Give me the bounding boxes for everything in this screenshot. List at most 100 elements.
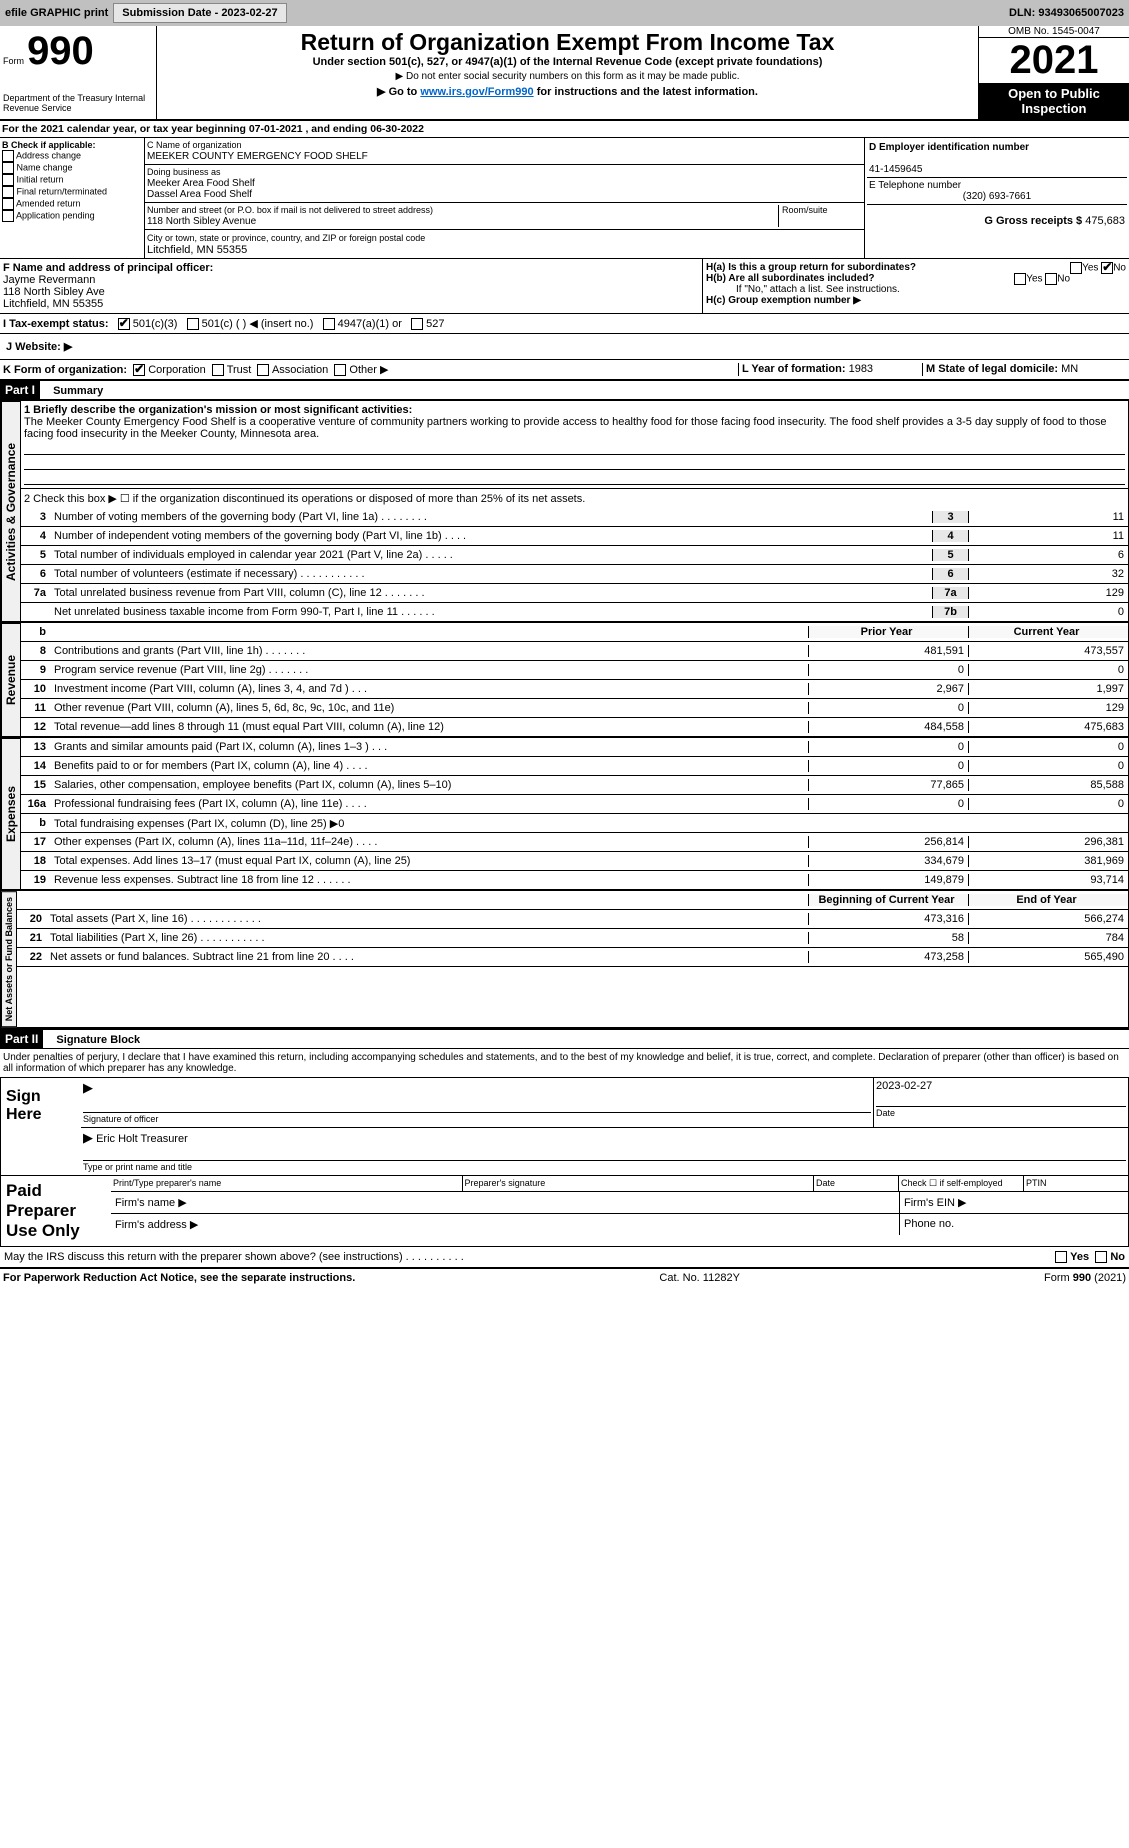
org-name: MEEKER COUNTY EMERGENCY FOOD SHELF — [147, 151, 368, 162]
chk-name[interactable]: Name change — [2, 162, 142, 174]
officer-addr2: Litchfield, MN 55355 — [3, 298, 103, 310]
name-title-label: Type or print name and title — [83, 1162, 192, 1172]
ecy-hdr: End of Year — [968, 894, 1128, 906]
ptin-label: PTIN — [1024, 1176, 1128, 1191]
line-num: 14 — [21, 760, 50, 772]
curr-val: 381,969 — [968, 855, 1128, 867]
form-subtitle: Under section 501(c), 527, or 4947(a)(1)… — [160, 56, 975, 68]
discuss-label: May the IRS discuss this return with the… — [4, 1251, 464, 1263]
line-num: 18 — [21, 855, 50, 867]
line-num: 21 — [17, 932, 46, 944]
line-key: 6 — [932, 568, 968, 580]
efile-header: efile GRAPHIC print Submission Date - 20… — [0, 0, 1129, 26]
line-num: 5 — [21, 549, 50, 561]
line-num: 6 — [21, 568, 50, 580]
part2-label: Signature Block — [56, 1034, 140, 1046]
pp-self-emp: Check ☐ if self-employed — [899, 1176, 1024, 1191]
line-desc: Number of voting members of the governin… — [50, 511, 932, 523]
ein: 41-1459645 — [869, 164, 922, 175]
chk-amended[interactable]: Amended return — [2, 198, 142, 210]
i-label: I Tax-exempt status: — [3, 318, 109, 330]
line-num: 8 — [21, 645, 50, 657]
dba1: Meeker Area Food Shelf — [147, 178, 255, 189]
chk-initial[interactable]: Initial return — [2, 174, 142, 186]
line-desc: Number of independent voting members of … — [50, 530, 932, 542]
hb-label: H(b) Are all subordinates included? — [706, 273, 875, 284]
open-to-public: Open to Public Inspection — [979, 83, 1129, 119]
line-desc: Contributions and grants (Part VIII, lin… — [50, 645, 808, 657]
hc-label: H(c) Group exemption number ▶ — [706, 295, 861, 306]
line-desc: Total assets (Part X, line 16) . . . . .… — [46, 913, 808, 925]
date-label: Date — [876, 1108, 895, 1118]
chk-527[interactable] — [411, 318, 423, 330]
dba-label: Doing business as — [147, 167, 221, 177]
sig-arrow2-icon: ▶ — [83, 1130, 93, 1145]
line-desc: Salaries, other compensation, employee b… — [50, 779, 808, 791]
line-num: 22 — [17, 951, 46, 963]
curr-val: 0 — [968, 798, 1128, 810]
q2: 2 Check this box ▶ ☐ if the organization… — [24, 493, 585, 505]
officer-name: Jayme Revermann — [3, 274, 95, 286]
line-num: 20 — [17, 913, 46, 925]
side-governance: Activities & Governance — [1, 401, 21, 622]
firm-name: Firm's name ▶ — [111, 1192, 900, 1213]
prior-val: 473,258 — [808, 951, 968, 963]
prior-val: 77,865 — [808, 779, 968, 791]
line-desc: Revenue less expenses. Subtract line 18 … — [50, 874, 808, 886]
prior-val: 2,967 — [808, 683, 968, 695]
chk-pending[interactable]: Application pending — [2, 210, 142, 222]
line-desc: Total number of individuals employed in … — [50, 549, 932, 561]
year-formation: 1983 — [849, 363, 873, 375]
side-revenue: Revenue — [1, 623, 21, 737]
chk-4947[interactable] — [323, 318, 335, 330]
line-a: For the 2021 calendar year, or tax year … — [0, 121, 1129, 138]
line-num: 13 — [21, 741, 50, 753]
chk-trust[interactable] — [212, 364, 224, 376]
curr-val: 0 — [968, 664, 1128, 676]
chk-address[interactable]: Address change — [2, 150, 142, 162]
line-num: 3 — [21, 511, 50, 523]
chk-other[interactable] — [334, 364, 346, 376]
irs-link[interactable]: www.irs.gov/Form990 — [420, 86, 533, 98]
line-desc: Total expenses. Add lines 13–17 (must eq… — [50, 855, 808, 867]
ha-no[interactable] — [1101, 262, 1113, 274]
hb-no[interactable] — [1045, 273, 1057, 285]
submission-date-button[interactable]: Submission Date - 2023-02-27 — [113, 3, 286, 23]
chk-corp[interactable] — [133, 364, 145, 376]
prior-val: 484,558 — [808, 721, 968, 733]
line-desc: Total fundraising expenses (Part IX, col… — [50, 817, 808, 830]
line-num: 7a — [21, 587, 50, 599]
line-key: 7a — [932, 587, 968, 599]
l-label: L Year of formation: — [742, 363, 846, 375]
chk-501c[interactable] — [187, 318, 199, 330]
chk-501c3[interactable] — [118, 318, 130, 330]
chk-final[interactable]: Final return/terminated — [2, 186, 142, 198]
line-num: 15 — [21, 779, 50, 791]
prior-val: 481,591 — [808, 645, 968, 657]
curr-val: 784 — [968, 932, 1128, 944]
line-key: 4 — [932, 530, 968, 542]
curr-val: 85,588 — [968, 779, 1128, 791]
line-num: 11 — [21, 702, 50, 714]
line-val: 6 — [968, 549, 1128, 561]
discuss-no[interactable] — [1095, 1251, 1107, 1263]
ha-yes[interactable] — [1070, 262, 1082, 274]
line-val: 32 — [968, 568, 1128, 580]
discuss-yes[interactable] — [1055, 1251, 1067, 1263]
curr-val: 0 — [968, 741, 1128, 753]
line-desc: Total number of volunteers (estimate if … — [50, 568, 932, 580]
line-desc: Benefits paid to or for members (Part IX… — [50, 760, 808, 772]
prior-val: 0 — [808, 664, 968, 676]
room-label: Room/suite — [778, 205, 862, 227]
part1-label: Summary — [53, 385, 103, 397]
form-990: 990 — [27, 29, 94, 73]
street: 118 North Sibley Avenue — [147, 216, 256, 227]
state-domicile: MN — [1061, 363, 1078, 375]
chk-assoc[interactable] — [257, 364, 269, 376]
cat-no: Cat. No. 11282Y — [659, 1272, 740, 1284]
form-title: Return of Organization Exempt From Incom… — [160, 29, 975, 56]
line-num: 9 — [21, 664, 50, 676]
form-note2: ▶ Go to www.irs.gov/Form990 for instruct… — [160, 85, 975, 98]
hb-yes[interactable] — [1014, 273, 1026, 285]
prior-val: 58 — [808, 932, 968, 944]
